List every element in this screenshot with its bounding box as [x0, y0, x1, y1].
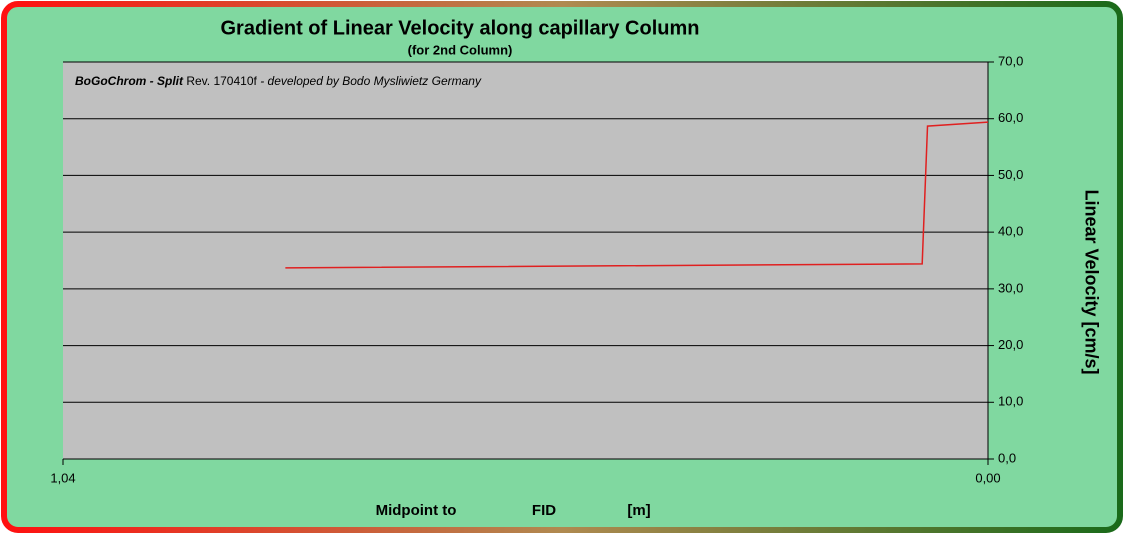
chart-title: Gradient of Linear Velocity along capill…: [221, 17, 700, 39]
y-tick-label: 70,0: [998, 53, 1023, 68]
annotation: BoGoChrom - Split Rev. 170410f - develop…: [75, 74, 482, 88]
plot-area: [63, 62, 988, 459]
data-line: [285, 121, 989, 269]
y-tick-label: 20,0: [998, 337, 1023, 352]
y-tick-label: 40,0: [998, 224, 1023, 239]
y-tick-label: 10,0: [998, 394, 1023, 409]
x-axis-label: FID: [532, 502, 556, 519]
x-tick-label: 1,04: [50, 470, 75, 485]
chart-subtitle: (for 2nd Column): [408, 42, 513, 57]
y-tick-label: 50,0: [998, 167, 1023, 182]
annotation-part: - developed by Bodo Mysliwietz Germany: [260, 74, 482, 88]
x-axis-label: [m]: [627, 502, 650, 519]
annotation-part: BoGoChrom - Split: [75, 74, 184, 88]
y-tick-label: 60,0: [998, 110, 1023, 125]
x-axis-label: Midpoint to: [376, 502, 457, 519]
y-tick-label: 0,0: [998, 450, 1016, 465]
annotation-part: Rev. 170410f: [186, 74, 257, 88]
y-tick-label: 30,0: [998, 280, 1023, 295]
y-axis-label: Linear Velocity [cm/s]: [1081, 189, 1101, 374]
x-tick-label: 0,00: [975, 470, 1000, 485]
